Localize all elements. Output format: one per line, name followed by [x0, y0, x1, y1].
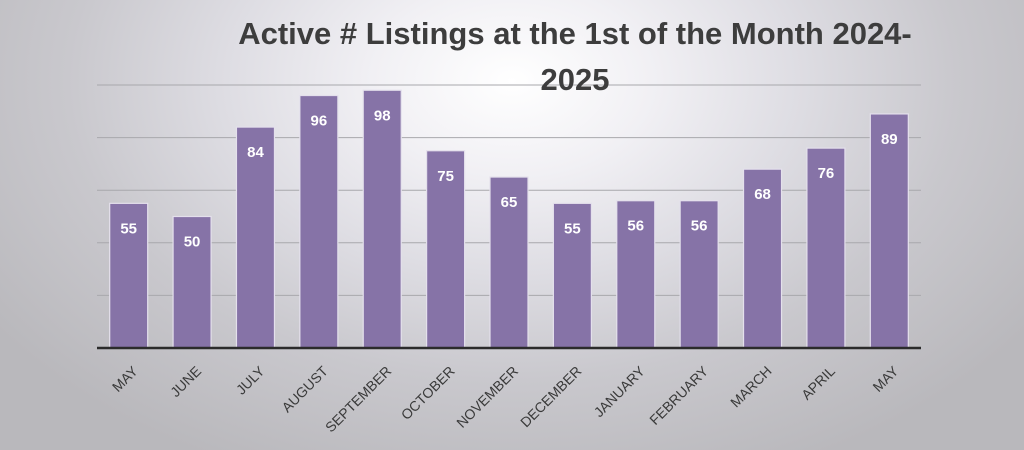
bar: [616, 200, 656, 349]
x-tick-label: FEBRUARY: [646, 362, 712, 428]
data-label: 68: [754, 186, 771, 203]
data-labels: 55 50 84 96 98 75 65 55 56 56 68 76 89: [120, 107, 897, 250]
data-label: 56: [691, 218, 708, 235]
data-label: 55: [120, 220, 137, 237]
bar: [362, 89, 402, 349]
x-tick-label: MARCH: [727, 363, 775, 411]
data-label: 50: [184, 234, 201, 251]
x-tick-label: AUGUST: [278, 362, 331, 415]
data-label: 56: [627, 218, 644, 235]
data-label: 55: [564, 220, 581, 237]
x-tick-label: JULY: [233, 362, 268, 397]
bar: [489, 176, 529, 349]
x-tick-label: NOVEMBER: [453, 363, 521, 431]
bar: [235, 126, 276, 349]
chart-title-line-2: 2025: [541, 62, 610, 97]
data-label: 76: [818, 165, 835, 182]
bar: [299, 94, 339, 349]
x-tick-label: SEPTEMBER: [322, 363, 394, 435]
x-tick-label: DECEMBER: [517, 363, 584, 430]
x-tick-label: JANUARY: [591, 362, 649, 420]
x-tick-label: MAY: [869, 362, 901, 394]
data-label: 89: [881, 131, 898, 148]
bar: [109, 202, 149, 349]
x-tick-label: JUNE: [167, 363, 204, 400]
bar: [742, 168, 783, 349]
x-tick-label: MAY: [109, 362, 141, 394]
bar: [679, 200, 719, 349]
data-label: 75: [437, 168, 454, 185]
data-label: 96: [311, 113, 328, 130]
chart-title-line-1: Active # Listings at the 1st of the Mont…: [238, 16, 912, 51]
bars: [109, 89, 909, 349]
data-label: 65: [501, 194, 518, 211]
data-label: 98: [374, 107, 391, 124]
bar: [869, 113, 909, 349]
data-label: 84: [247, 144, 264, 161]
bar: [552, 202, 592, 349]
bar: [426, 150, 466, 349]
x-tick-label: OCTOBER: [398, 363, 458, 423]
bar: [806, 147, 846, 349]
x-tick-label: APRIL: [798, 363, 838, 403]
